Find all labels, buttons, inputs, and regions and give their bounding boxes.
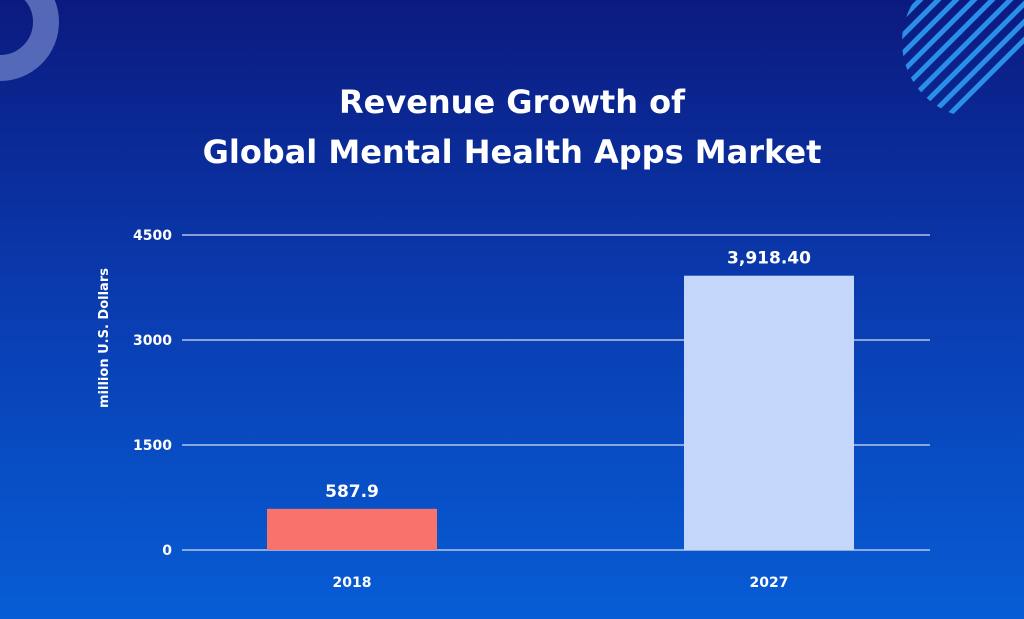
bar-2027 [684,275,854,550]
y-tick-label: 0 [162,543,172,559]
x-tick-label-2027: 2027 [750,575,789,591]
chart-title-line-2: Global Mental Health Apps Market [203,133,822,171]
y-tick-label: 4500 [133,228,172,244]
value-label-2027: 3,918.40 [727,249,811,269]
y-tick-label: 3000 [133,333,172,349]
y-tick-label: 1500 [133,438,172,454]
y-axis-ticks: 0 1500 3000 4500 [133,228,172,559]
bars [267,275,854,550]
bar-2018 [267,508,437,550]
decorative-ring-icon [0,0,59,81]
value-label-2018: 587.9 [325,482,379,502]
x-axis-ticks: 2018 2027 [333,575,789,591]
y-axis-label: million U.S. Dollars [97,268,112,408]
x-tick-label-2018: 2018 [333,575,372,591]
value-labels: 587.9 3,918.40 [325,249,811,502]
chart-title-line-1: Revenue Growth of [339,83,686,121]
decorative-striped-circle-icon [902,0,1024,118]
